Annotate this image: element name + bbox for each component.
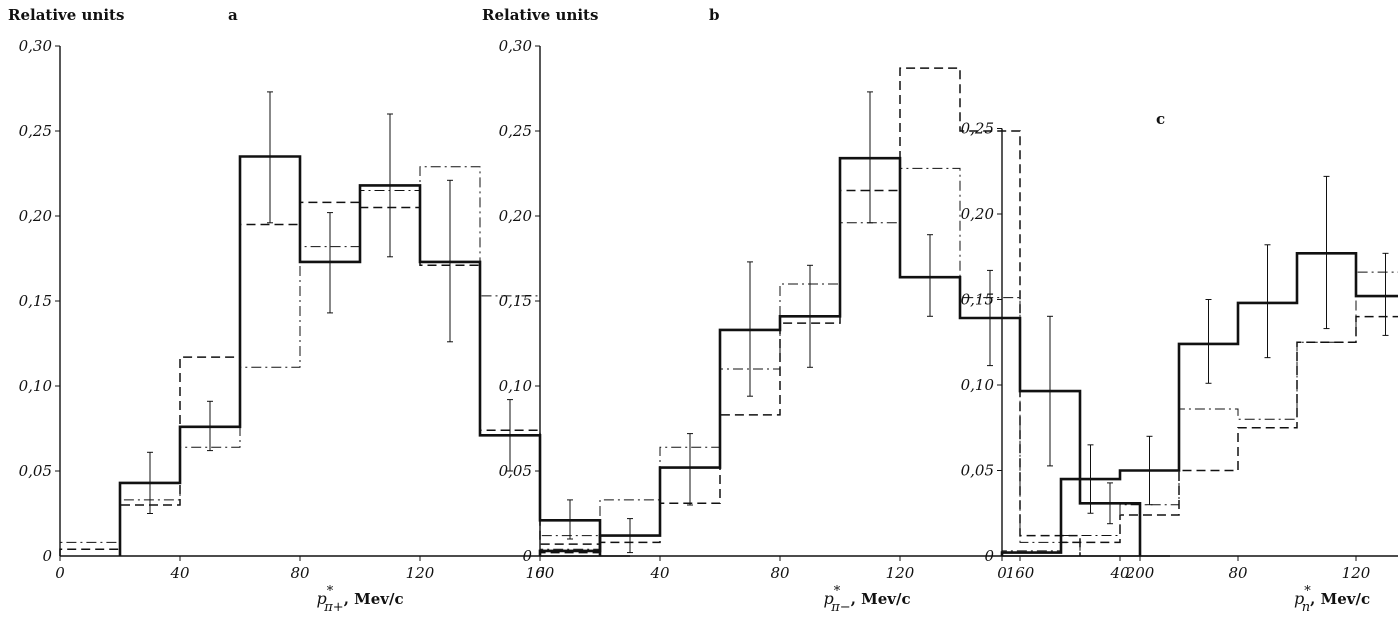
y-tick-label: 0,30	[499, 37, 533, 55]
x-tick-label: 40	[169, 564, 190, 582]
ylabel-a: Relative units	[8, 6, 125, 24]
x-tick-label: 80	[1228, 564, 1248, 582]
x-tick-label: 0	[997, 564, 1007, 582]
ylabel-b: Relative units	[482, 6, 599, 24]
y-tick-label: 0,10	[961, 376, 995, 394]
x-axis-label: p* π−, Mev/c	[824, 584, 911, 615]
x-tick-label: 120	[1342, 564, 1371, 582]
y-tick-label: 0,10	[19, 377, 53, 395]
panel-b: 0 0,05 0,10 0,15 0,20 0,25 0,30 0 40 80 120 160 200 p…	[499, 37, 1170, 615]
y-tick-label: 0,20	[19, 207, 53, 225]
y-tick-label: 0,05	[499, 462, 532, 480]
x-tick-label: 80	[770, 564, 790, 582]
y-tick-label: 0,15	[499, 292, 532, 310]
y-tick-label: 0,10	[499, 377, 533, 395]
panel-c: 0 0,05 0,10 0,15 0,20 0,25 0 40 80 120 160 200 p*n, …	[961, 120, 1398, 615]
panel-a: 0 0,05 0,10 0,15 0,20 0,25 0,30 0 40 80 120 160 p* π+…	[19, 37, 630, 615]
y-tick-label: 0,25	[961, 120, 994, 138]
x-tick-label: 0	[535, 564, 545, 582]
x-axis-label: p* n, Mev/c	[1294, 584, 1370, 615]
x-tick-label: 120	[886, 564, 915, 582]
x-axis-label: p* π+, Mev/c	[317, 584, 404, 615]
y-tick-label: 0,15	[19, 292, 52, 310]
x-tick-label: 40	[1109, 564, 1130, 582]
panel-letter-c: c	[1156, 110, 1166, 128]
series-dash-dot	[59, 166, 601, 556]
y-tick-label: 0	[984, 547, 994, 565]
y-tick-label: 0,15	[961, 291, 994, 309]
y-tick-label: 0,20	[499, 207, 533, 225]
y-tick-label: 0,25	[19, 122, 52, 140]
y-tick-label: 0,20	[961, 205, 995, 223]
y-tick-label: 0,05	[19, 462, 52, 480]
series-dashed	[59, 201, 601, 556]
y-tick-label: 0	[522, 547, 532, 565]
x-tick-label: 40	[649, 564, 670, 582]
x-tick-label: 0	[55, 564, 65, 582]
y-tick-label: 0,05	[961, 462, 994, 480]
y-tick-label: 0	[42, 547, 52, 565]
panel-letter-a: a	[228, 6, 238, 24]
x-tick-label: 80	[290, 564, 310, 582]
x-tick-label: 160	[526, 564, 555, 582]
y-tick-label: 0,25	[499, 122, 532, 140]
x-tick-label: 200	[1125, 564, 1155, 582]
panel-letter-b: b	[709, 6, 720, 24]
y-tick-label: 0,30	[19, 37, 53, 55]
x-tick-label: 120	[406, 564, 435, 582]
series-dash-dot	[1001, 271, 1398, 556]
series-solid-thick	[1000, 252, 1398, 556]
x-tick-label: 160	[1006, 564, 1035, 582]
